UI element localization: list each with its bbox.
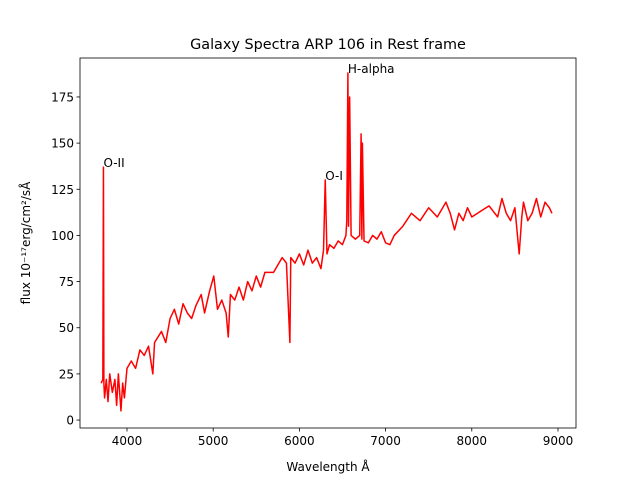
y-tick-label: 100	[51, 229, 74, 243]
plot-frame	[79, 57, 577, 429]
x-axis-label: Wavelength Å	[286, 459, 370, 474]
x-tick-label: 8000	[457, 434, 488, 448]
y-tick-label: 125	[51, 183, 74, 197]
chart-title: Galaxy Spectra ARP 106 in Rest frame	[190, 37, 466, 53]
annotation: O-II	[103, 156, 124, 170]
annotation: O-I	[325, 169, 343, 183]
x-tick-label: 6000	[284, 434, 315, 448]
y-tick-label: 50	[59, 321, 74, 335]
y-tick-label: 25	[59, 367, 74, 381]
annotation: H-alpha	[348, 62, 395, 76]
y-tick-label: 175	[51, 90, 74, 104]
x-tick-label: 5000	[198, 434, 229, 448]
y-tick-label: 75	[59, 275, 74, 289]
y-tick-label: 150	[51, 137, 74, 151]
spectrum-line	[100, 72, 553, 412]
x-tick-label: 7000	[370, 434, 401, 448]
x-tick-label: 4000	[112, 434, 143, 448]
y-axis-label: flux 10⁻¹⁷erg/cm²/sÅ	[18, 181, 33, 304]
x-tick-label: 9000	[543, 434, 574, 448]
y-tick-label: 0	[66, 414, 74, 428]
